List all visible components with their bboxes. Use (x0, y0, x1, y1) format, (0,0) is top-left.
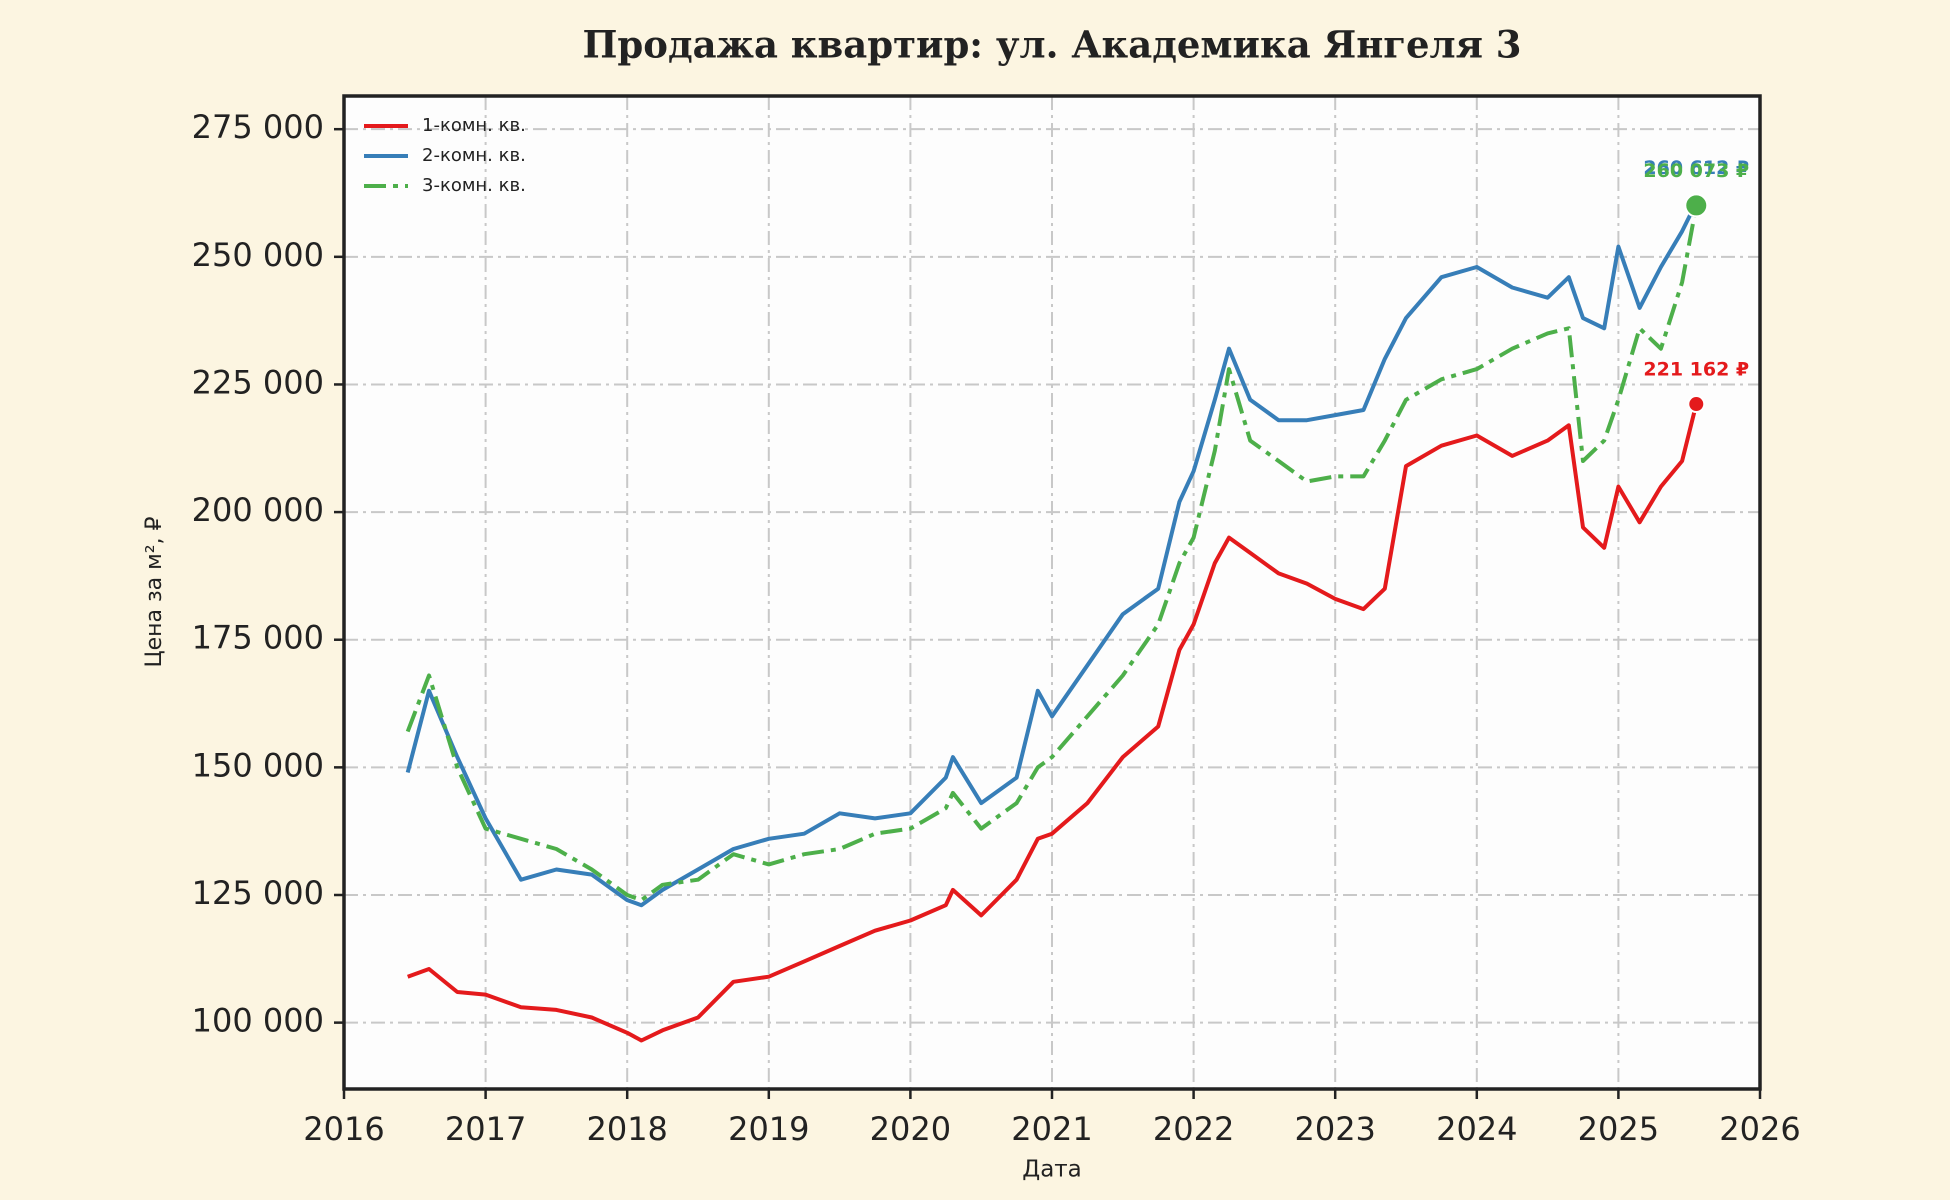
end-label: 221 162 ₽ (1643, 359, 1749, 381)
x-tick-label: 2019 (728, 1110, 809, 1148)
y-tick-label: 150 000 (192, 746, 324, 784)
y-tick-label: 250 000 (192, 236, 324, 274)
x-tick-label: 2022 (1153, 1110, 1234, 1148)
x-tick-label: 2020 (870, 1110, 951, 1148)
y-tick-label: 225 000 (192, 363, 324, 401)
y-tick-label: 100 000 (192, 1002, 324, 1040)
x-tick-label: 2016 (303, 1110, 384, 1148)
x-tick-label: 2018 (586, 1110, 667, 1148)
end-label: 260 612 ₽ (1643, 157, 1749, 179)
legend-label: 3-комн. кв. (422, 175, 526, 196)
x-tick-label: 2026 (1719, 1110, 1800, 1148)
end-point (1687, 395, 1706, 414)
x-tick-label: 2025 (1578, 1110, 1659, 1148)
x-axis-label: Дата (1022, 1157, 1082, 1183)
series-line (405, 205, 1699, 903)
y-tick-label: 200 000 (192, 491, 324, 529)
legend-label: 1-комн. кв. (422, 115, 526, 136)
end-point (1684, 193, 1709, 218)
end-label: 260 073 ₽ (1643, 160, 1749, 182)
x-tick-label: 2017 (445, 1110, 526, 1148)
x-tick-label: 2024 (1436, 1110, 1517, 1148)
legend-label: 2-комн. кв. (422, 145, 526, 166)
chart-title: Продажа квартир: ул. Академика Янгеля 3 (582, 23, 1521, 67)
x-tick-label: 2021 (1011, 1110, 1092, 1148)
y-tick-label: 275 000 (192, 108, 324, 146)
plot-frame (342, 94, 1762, 1091)
series-line (405, 201, 1699, 908)
y-axis-label: Цена за м², ₽ (142, 516, 167, 667)
series-line (407, 403, 1699, 1043)
y-tick-label: 125 000 (192, 874, 324, 912)
x-tick-label: 2023 (1294, 1110, 1375, 1148)
y-tick-label: 175 000 (192, 619, 324, 657)
